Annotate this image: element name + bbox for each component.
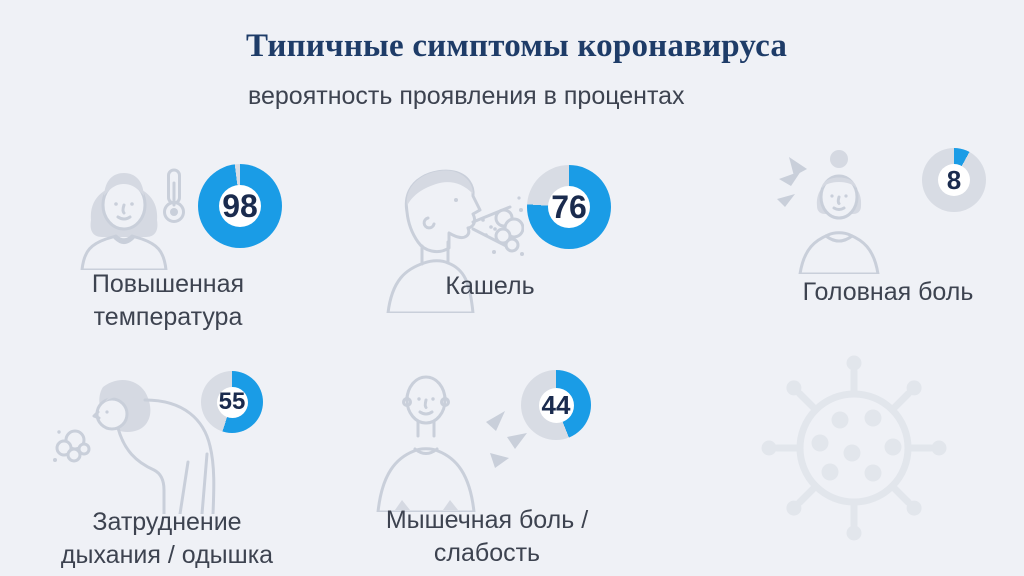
cough-percent-value: 76 xyxy=(551,188,587,225)
cough-cloud xyxy=(494,208,524,253)
headache-percent-value: 8 xyxy=(946,164,962,195)
page-subtitle: вероятность проявления в процентах xyxy=(248,82,685,110)
breath-donut-chart: 55 xyxy=(201,371,263,433)
breath-percent-value: 55 xyxy=(218,388,246,415)
coronavirus-icon xyxy=(761,355,947,541)
pain-flash-icon xyxy=(777,157,807,207)
woman-fever-icon xyxy=(80,173,168,270)
muscle-donut-chart: 44 xyxy=(521,370,591,440)
thermometer-icon xyxy=(163,168,185,223)
man-coughing-icon xyxy=(386,169,524,313)
fever-donut-chart: 98 xyxy=(198,164,282,248)
muscle-percent-value: 44 xyxy=(541,389,571,420)
woman-headache-icon xyxy=(777,150,880,274)
fever-percent-value: 98 xyxy=(222,187,258,224)
woman-short-breath-icon xyxy=(53,380,216,514)
page-title: Типичные симптомы коронавируса xyxy=(246,28,788,64)
pain-flash-icon xyxy=(486,411,527,468)
headache-label: Головная боль xyxy=(802,278,974,306)
muscle-label: Мышечная боль / слабость xyxy=(385,506,589,567)
headache-donut-chart: 8 xyxy=(922,148,986,212)
fever-label: Повышенная температура xyxy=(91,270,245,331)
cough-label: Кашель xyxy=(445,272,535,300)
shirt-wrinkles xyxy=(395,500,458,510)
man-muscle-pain-icon xyxy=(376,375,527,512)
breath-label: Затруднение дыхания / одышка xyxy=(60,508,274,569)
breath-cloud xyxy=(53,429,91,463)
cough-donut-chart: 76 xyxy=(527,165,611,249)
